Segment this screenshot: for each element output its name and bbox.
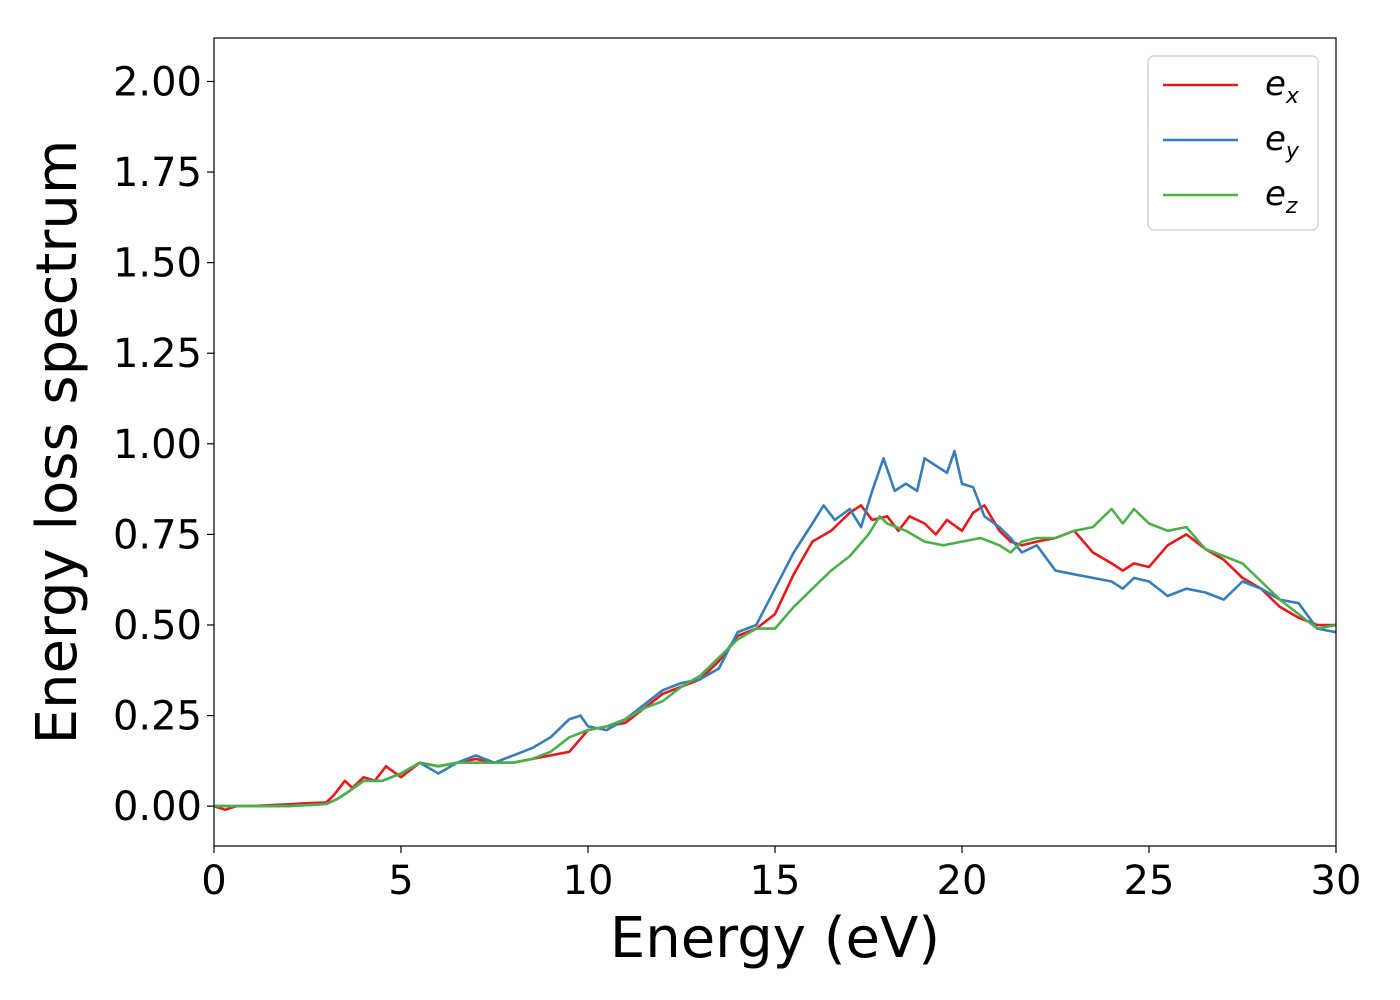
x-tick-label: 30 [1311, 858, 1362, 904]
x-tick-label: 5 [388, 858, 413, 904]
plot-frame [213, 37, 1337, 847]
x-axis-ticks: 0 5 10 15 20 25 30 [201, 846, 1361, 904]
y-tick-label: 0.75 [113, 512, 202, 558]
y-axis-ticks: 0.00 0.25 0.50 0.75 1.00 1.25 1.50 1.75 2.00 [113, 59, 214, 830]
y-axis-label: Energy loss spectrum [25, 140, 90, 745]
series-line-x [214, 504, 1336, 812]
x-axis-label: Energy (eV) [610, 906, 940, 971]
y-tick-label: 0.00 [113, 784, 202, 830]
legend-label-z: ez [1265, 174, 1298, 219]
y-tick-label: 0.25 [113, 694, 202, 740]
legend-box [1147, 55, 1319, 231]
x-tick-label: 10 [563, 858, 614, 904]
y-tick-label: 1.50 [113, 241, 202, 287]
legend: ex ey ez [1147, 55, 1319, 231]
x-tick-label: 15 [750, 858, 801, 904]
legend-label-y: ey [1265, 119, 1300, 164]
x-tick-label: 20 [937, 858, 988, 904]
y-tick-label: 0.50 [113, 603, 202, 649]
legend-label-x: ex [1265, 64, 1300, 109]
y-tick-label: 1.75 [113, 150, 202, 196]
y-tick-label: 1.00 [113, 422, 202, 468]
series-line-y [214, 449, 1336, 808]
series-line-z [214, 507, 1336, 808]
x-tick-label: 25 [1124, 858, 1175, 904]
y-tick-label: 2.00 [113, 59, 202, 105]
y-tick-label: 1.25 [113, 331, 202, 377]
x-tick-label: 0 [201, 858, 226, 904]
